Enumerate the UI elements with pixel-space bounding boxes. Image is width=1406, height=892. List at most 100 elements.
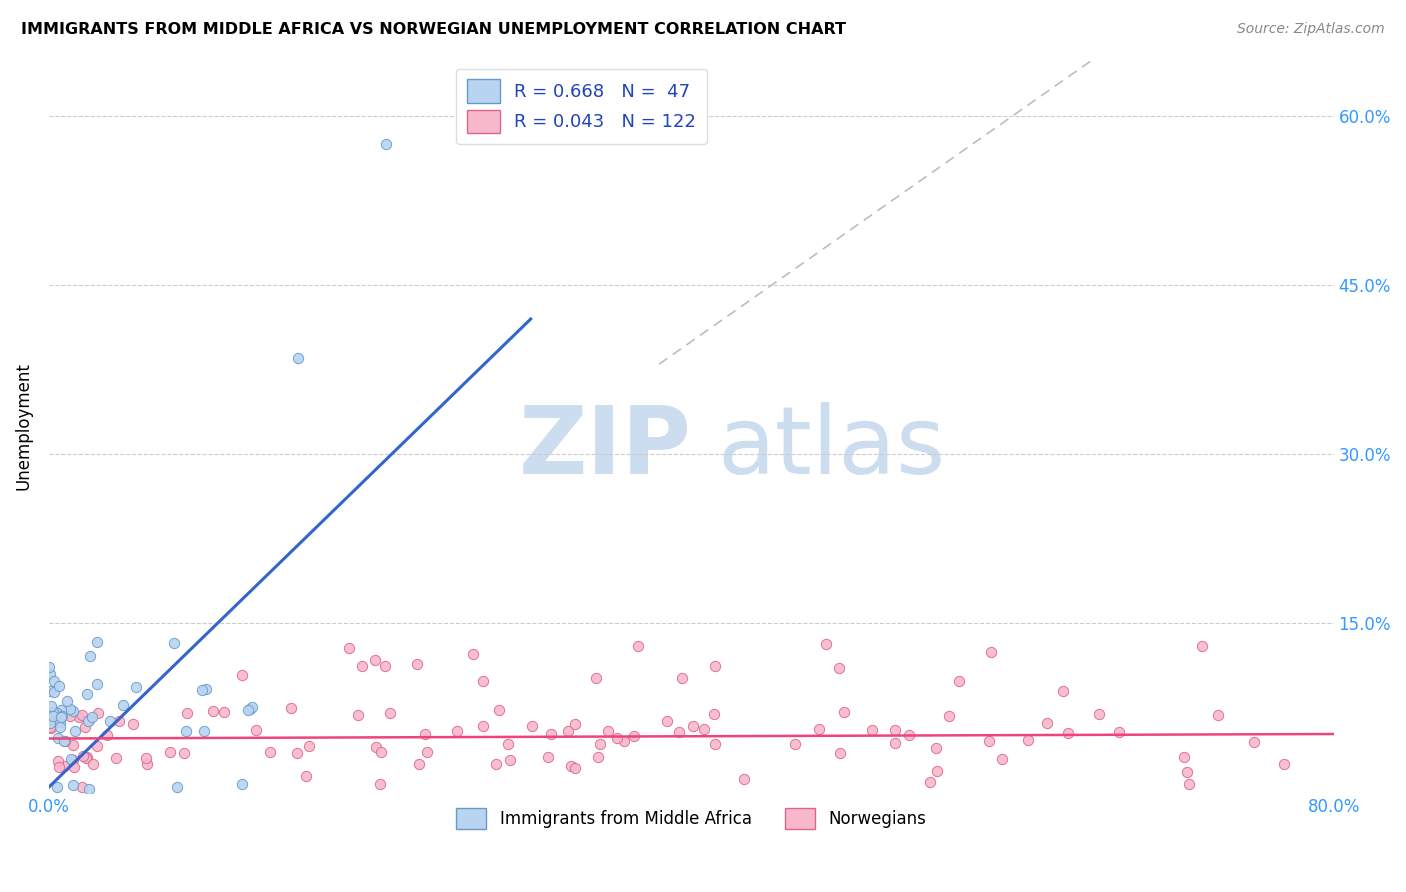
Point — [416, 745, 439, 759]
Point — [298, 739, 321, 753]
Point — [898, 728, 921, 742]
Point — [73, 720, 96, 734]
Point — [159, 745, 181, 759]
Point — [884, 736, 907, 750]
Point — [124, 680, 146, 694]
Point — [80, 710, 103, 724]
Point — [166, 780, 188, 794]
Point — [48, 760, 70, 774]
Point — [39, 716, 62, 731]
Point — [682, 719, 704, 733]
Point — [56, 694, 79, 708]
Point — [190, 683, 212, 698]
Point — [39, 666, 62, 681]
Legend: Immigrants from Middle Africa, Norwegians: Immigrants from Middle Africa, Norwegian… — [450, 801, 934, 836]
Point — [488, 703, 510, 717]
Point — [105, 751, 128, 765]
Point — [1056, 726, 1078, 740]
Text: IMMIGRANTS FROM MIDDLE AFRICA VS NORWEGIAN UNEMPLOYMENT CORRELATION CHART: IMMIGRANTS FROM MIDDLE AFRICA VS NORWEGI… — [21, 22, 846, 37]
Point — [350, 659, 373, 673]
Point — [808, 723, 831, 737]
Point — [86, 739, 108, 753]
Point — [815, 637, 838, 651]
Point — [45, 706, 67, 720]
Point — [496, 737, 519, 751]
Point — [236, 703, 259, 717]
Point — [42, 705, 65, 719]
Point — [39, 684, 62, 698]
Point — [374, 659, 396, 673]
Point — [703, 706, 725, 721]
Text: atlas: atlas — [717, 402, 945, 494]
Point — [231, 777, 253, 791]
Point — [668, 725, 690, 739]
Point — [96, 728, 118, 742]
Point — [87, 706, 110, 720]
Point — [560, 759, 582, 773]
Point — [51, 703, 73, 717]
Point — [832, 705, 855, 719]
Point — [564, 717, 586, 731]
Point — [245, 723, 267, 738]
Point — [1036, 715, 1059, 730]
Point — [1108, 725, 1130, 739]
Point — [67, 709, 90, 723]
Point — [41, 718, 63, 732]
Point — [46, 754, 69, 768]
Point — [39, 721, 62, 735]
Point — [925, 764, 948, 778]
Point — [98, 714, 121, 728]
Point — [589, 737, 612, 751]
Point — [613, 733, 636, 747]
Point — [44, 685, 66, 699]
Point — [76, 688, 98, 702]
Point — [606, 731, 628, 746]
Point — [472, 719, 495, 733]
Point — [368, 777, 391, 791]
Point — [212, 705, 235, 719]
Point — [49, 720, 72, 734]
Point — [370, 745, 392, 759]
Point — [193, 724, 215, 739]
Point — [42, 708, 65, 723]
Point — [415, 726, 437, 740]
Point — [991, 752, 1014, 766]
Point — [586, 750, 609, 764]
Point — [671, 671, 693, 685]
Point — [1087, 707, 1109, 722]
Point — [536, 749, 558, 764]
Point — [1178, 777, 1201, 791]
Point — [408, 756, 430, 771]
Point — [62, 778, 84, 792]
Text: Source: ZipAtlas.com: Source: ZipAtlas.com — [1237, 22, 1385, 37]
Point — [86, 635, 108, 649]
Point — [70, 708, 93, 723]
Point — [174, 723, 197, 738]
Point — [53, 734, 76, 748]
Point — [285, 746, 308, 760]
Point — [337, 641, 360, 656]
Point — [1175, 764, 1198, 779]
Point — [41, 708, 63, 723]
Point — [38, 720, 60, 734]
Point — [938, 709, 960, 723]
Point — [540, 726, 562, 740]
Point — [86, 676, 108, 690]
Point — [485, 756, 508, 771]
Point — [948, 673, 970, 688]
Point — [979, 733, 1001, 747]
Point — [53, 758, 76, 772]
Point — [136, 756, 159, 771]
Point — [62, 739, 84, 753]
Point — [38, 660, 60, 674]
Point — [828, 661, 851, 675]
Point — [585, 671, 607, 685]
Point — [62, 753, 84, 767]
Point — [76, 750, 98, 764]
Point — [295, 768, 318, 782]
Point — [42, 673, 65, 688]
Point — [52, 733, 75, 747]
Point — [463, 647, 485, 661]
Point — [860, 723, 883, 737]
Point — [704, 659, 727, 673]
